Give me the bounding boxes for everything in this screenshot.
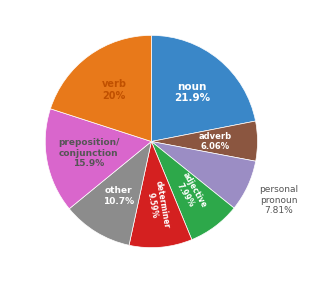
Text: determiner
9.59%: determiner 9.59% <box>143 179 171 230</box>
Wedge shape <box>151 142 256 208</box>
Wedge shape <box>45 109 151 209</box>
Text: other
10.7%: other 10.7% <box>103 186 134 205</box>
Wedge shape <box>129 142 192 248</box>
Text: verb
20%: verb 20% <box>101 79 126 101</box>
Wedge shape <box>151 121 258 161</box>
Text: adverb
6.06%: adverb 6.06% <box>199 132 232 151</box>
Wedge shape <box>151 35 256 142</box>
Wedge shape <box>51 35 151 142</box>
Text: personal
pronoun
7.81%: personal pronoun 7.81% <box>259 185 298 215</box>
Text: preposition/
conjunction
15.9%: preposition/ conjunction 15.9% <box>58 138 120 168</box>
Wedge shape <box>151 142 234 240</box>
Wedge shape <box>69 142 151 245</box>
Text: adjective
7.99%: adjective 7.99% <box>171 170 208 215</box>
Text: noun
21.9%: noun 21.9% <box>174 82 210 103</box>
